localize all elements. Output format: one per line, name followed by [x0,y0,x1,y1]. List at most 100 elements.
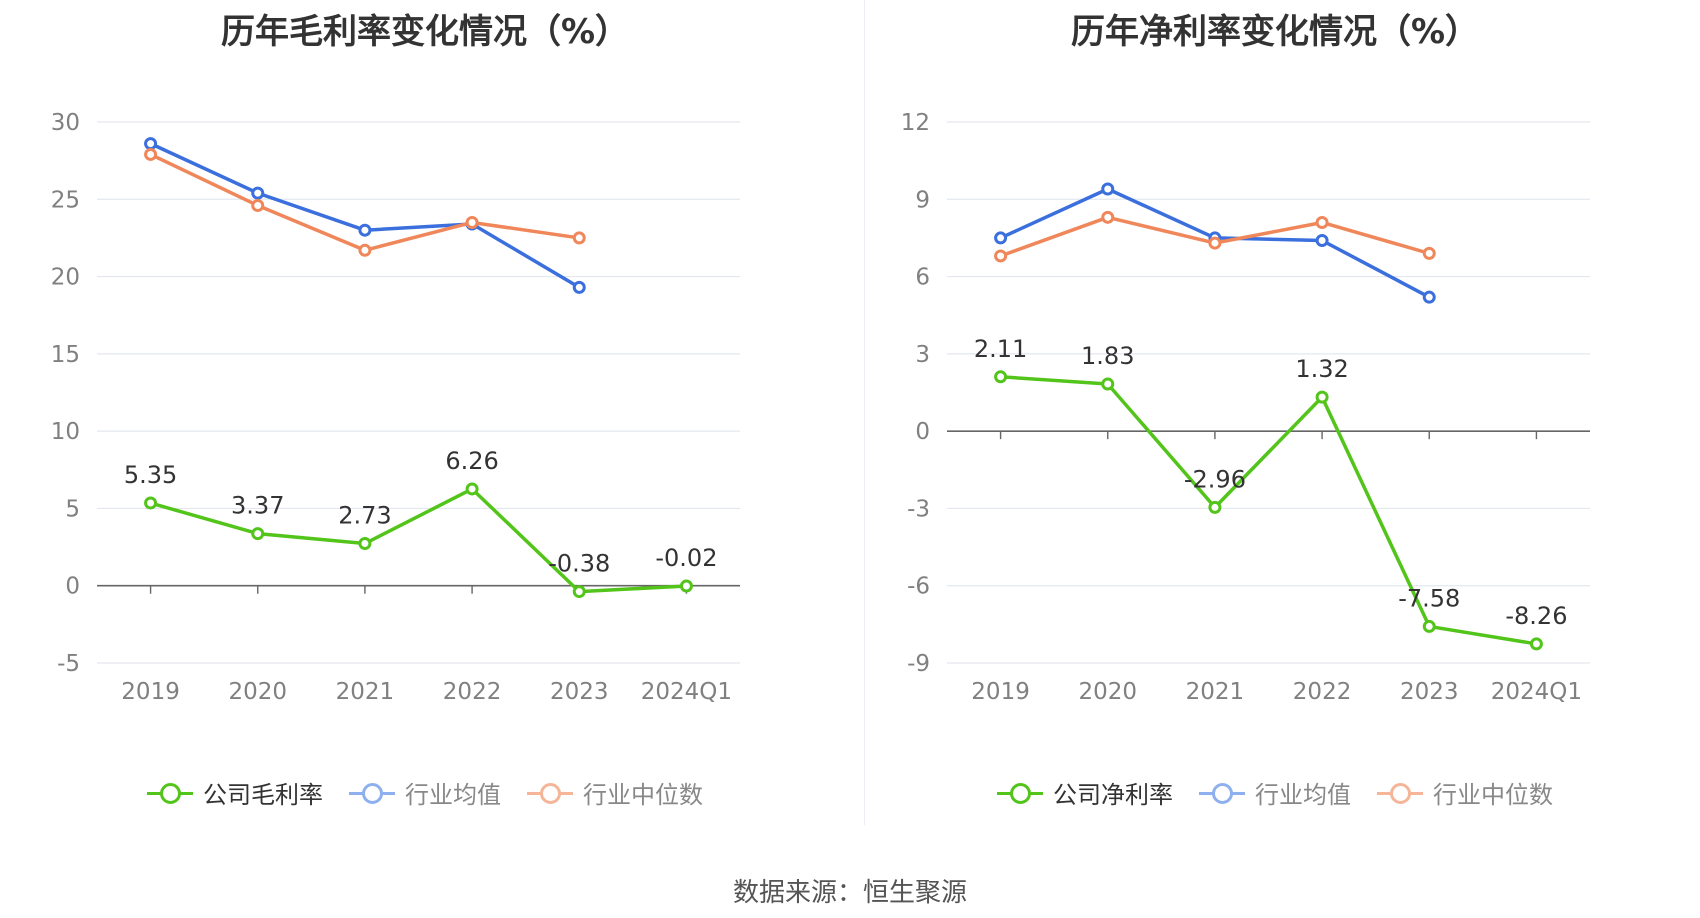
data-point-median [465,215,479,229]
y-tick-label: 6 [915,265,930,291]
data-point-avg [144,137,158,151]
legend-label: 行业中位数 [1433,781,1553,809]
data-point-company [1208,500,1222,514]
data-label: -2.96 [1184,465,1246,493]
legend-swatch [1377,781,1423,805]
legend-swatch [527,781,573,805]
chart-title: 历年毛利率变化情况（%） [220,12,630,52]
y-tick-label: 9 [915,187,930,213]
data-point-median [358,243,372,257]
y-tick-label: -6 [907,574,930,600]
legend-label: 公司净利率 [1053,781,1173,809]
chart-title: 历年净利率变化情况（%） [1070,12,1480,52]
data-label: 2.11 [974,335,1027,363]
series-line-company [150,487,687,594]
data-label: 1.83 [1081,342,1134,370]
data-label: -7.58 [1398,584,1460,612]
data-point-company [1422,619,1436,633]
data-point-avg [994,231,1008,245]
x-tick-label: 2021 [1186,679,1245,705]
x-tick-label: 2022 [1293,679,1352,705]
data-point-median [1315,215,1329,229]
legend-swatch [1199,781,1245,805]
legend-item-avg[interactable]: 行业均值 [1199,775,1351,810]
x-tick-label: 2024Q1 [1491,679,1582,705]
chart-legend: 公司净利率 行业均值 行业中位数 [850,775,1700,810]
data-point-company [1101,377,1115,391]
data-point-median [572,231,586,245]
x-tick-label: 2020 [228,679,287,705]
y-tick-label: 0 [915,419,930,445]
data-point-avg [1101,182,1115,196]
y-tick-label: -9 [907,651,930,677]
data-label: -0.38 [548,550,610,578]
x-tick-label: 2022 [443,679,502,705]
legend-swatch [997,781,1043,805]
data-point-company [1315,390,1329,404]
x-tick-label: 2023 [550,679,609,705]
legend-swatch [147,781,193,805]
legend-label: 行业均值 [1255,781,1351,809]
y-tick-label: 0 [65,574,80,600]
data-point-company [144,496,158,510]
y-tick-label: 10 [51,419,80,445]
y-tick-label: 20 [51,265,80,291]
data-label: -0.02 [655,544,717,572]
data-point-avg [1422,290,1436,304]
x-tick-label: 2023 [1400,679,1459,705]
series-line-company [1000,375,1537,646]
x-tick-label: 2021 [336,679,395,705]
y-tick-label: 12 [901,110,930,136]
y-tick-label: 30 [51,110,80,136]
data-point-median [994,249,1008,263]
x-tick-label: 2020 [1078,679,1137,705]
data-point-median [251,198,265,212]
data-label: 2.73 [338,502,391,530]
chart-plot-area: -9 -6 -3 0 3 6 9 12 2019 2020 2021 2022 2023 2024Q1 2.… [901,110,1590,705]
legend-item-median[interactable]: 行业中位数 [527,775,703,810]
y-tick-label: -3 [907,496,930,522]
data-label: 1.32 [1295,355,1348,383]
x-tick-label: 2024Q1 [641,679,732,705]
series-line-avg [149,142,581,289]
data-point-company [679,579,693,593]
legend-label: 行业中位数 [583,781,703,809]
data-label: -8.26 [1505,602,1567,630]
legend-label: 行业均值 [405,781,501,809]
data-point-avg [251,186,265,200]
y-tick-label: -5 [57,651,80,677]
legend-item-avg[interactable]: 行业均值 [349,775,501,810]
legend-item-median[interactable]: 行业中位数 [1377,775,1553,810]
data-point-company [465,482,479,496]
legend-swatch [349,781,395,805]
y-tick-label: 25 [51,187,80,213]
data-label: 6.26 [445,447,498,475]
panel-divider [864,0,865,825]
x-tick-label: 2019 [121,679,180,705]
data-point-company [994,370,1008,384]
data-point-company [1529,637,1543,651]
chart-legend: 公司毛利率 行业均值 行业中位数 [0,775,850,810]
chart-plot-area: -5 0 5 10 15 20 25 30 2019 2020 2021 2022 2023 2024Q1… [51,110,740,705]
data-label: 5.35 [124,461,177,489]
legend-item-company[interactable]: 公司净利率 [997,775,1173,810]
data-point-avg [1315,234,1329,248]
data-point-median [1208,236,1222,250]
data-label: 3.37 [231,492,284,520]
data-point-company [572,585,586,599]
x-tick-label: 2019 [971,679,1030,705]
data-point-avg [572,280,586,294]
data-source-label: 数据来源：恒生聚源 [732,878,967,908]
data-point-median [1101,210,1115,224]
data-point-company [358,537,372,551]
y-tick-label: 3 [915,342,930,368]
net-margin-chart: 历年净利率变化情况（%） -9 -6 -3 0 3 6 9 12 2019 2020 2021 202… [850,0,1700,830]
data-point-median [1422,246,1436,260]
legend-label: 公司毛利率 [203,781,323,809]
y-tick-label: 15 [51,342,80,368]
data-point-median [144,147,158,161]
gross-margin-chart: 历年毛利率变化情况（%） -5 0 5 10 15 20 25 30 2019 2020 2021 2… [0,0,850,830]
legend-item-company[interactable]: 公司毛利率 [147,775,323,810]
data-point-avg [358,223,372,237]
data-point-company [251,527,265,541]
